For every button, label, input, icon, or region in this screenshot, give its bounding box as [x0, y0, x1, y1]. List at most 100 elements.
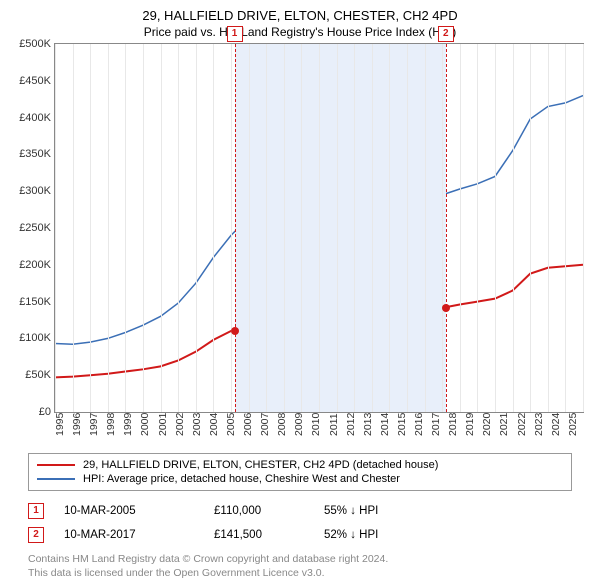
y-tick-label: £0 [39, 406, 51, 418]
x-tick-label: 2009 [293, 413, 310, 445]
grid-v [108, 44, 109, 412]
x-tick-label: 2025 [567, 413, 584, 445]
grid-v [565, 44, 566, 412]
x-tick-label: 2022 [516, 413, 533, 445]
grid-v [231, 44, 232, 412]
chart-wrap: £0£50K£100K£150K£200K£250K£300K£350K£400… [0, 43, 600, 413]
grid-v [319, 44, 320, 412]
grid-v [530, 44, 531, 412]
grid-v [442, 44, 443, 412]
marker-price: £110,000 [214, 505, 304, 517]
x-tick-label: 2004 [208, 413, 225, 445]
marker-date: 10-MAR-2017 [64, 529, 194, 541]
grid-v [495, 44, 496, 412]
grid-v [213, 44, 214, 412]
grid-v [249, 44, 250, 412]
grid-v [55, 44, 56, 412]
marker-pct: 52% ↓ HPI [324, 529, 434, 541]
grid-v [513, 44, 514, 412]
grid-v [143, 44, 144, 412]
marker-dot [231, 327, 239, 335]
legend-label: HPI: Average price, detached house, Ches… [83, 473, 400, 485]
grid-v [372, 44, 373, 412]
x-tick-label: 2017 [430, 413, 447, 445]
grid-v [90, 44, 91, 412]
marker-badge: 2 [438, 26, 454, 42]
x-tick-label: 2011 [328, 413, 345, 445]
marker-num-badge: 2 [28, 527, 44, 543]
x-tick-label: 2007 [259, 413, 276, 445]
grid-v [161, 44, 162, 412]
marker-line [235, 44, 236, 412]
x-tick-label: 2015 [396, 413, 413, 445]
x-tick-label: 2003 [191, 413, 208, 445]
footer: Contains HM Land Registry data © Crown c… [28, 553, 572, 580]
grid-v [284, 44, 285, 412]
grid-v [301, 44, 302, 412]
marker-num-badge: 1 [28, 503, 44, 519]
plot-area: £0£50K£100K£150K£200K£250K£300K£350K£400… [54, 43, 584, 413]
x-tick-label: 2001 [157, 413, 174, 445]
legend-item: HPI: Average price, detached house, Ches… [37, 472, 563, 486]
x-tick-label: 2020 [481, 413, 498, 445]
grid-v [266, 44, 267, 412]
grid-v [337, 44, 338, 412]
grid-v [548, 44, 549, 412]
legend-swatch [37, 478, 75, 480]
page-subtitle: Price paid vs. HM Land Registry's House … [0, 25, 600, 39]
marker-price: £141,500 [214, 529, 304, 541]
marker-table: 1 10-MAR-2005 £110,000 55% ↓ HPI 2 10-MAR-201… [28, 499, 572, 547]
marker-badge: 1 [227, 26, 243, 42]
marker-table-row: 2 10-MAR-2017 £141,500 52% ↓ HPI [28, 523, 572, 547]
legend-swatch [37, 464, 75, 466]
chart-container: 29, HALLFIELD DRIVE, ELTON, CHESTER, CH2… [0, 0, 600, 580]
y-tick-label: £200K [19, 259, 51, 271]
y-tick-label: £250K [19, 222, 51, 234]
x-tick-label: 1997 [88, 413, 105, 445]
page-title: 29, HALLFIELD DRIVE, ELTON, CHESTER, CH2… [0, 8, 600, 23]
grid-v [354, 44, 355, 412]
x-tick-label: 2002 [174, 413, 191, 445]
x-tick-label: 2008 [276, 413, 293, 445]
x-tick-label: 1999 [122, 413, 139, 445]
marker-pct: 55% ↓ HPI [324, 505, 434, 517]
x-tick-label: 2018 [447, 413, 464, 445]
x-tick-label: 2014 [379, 413, 396, 445]
y-tick-label: £150K [19, 296, 51, 308]
x-tick-label: 2024 [550, 413, 567, 445]
y-tick-label: £100K [19, 332, 51, 344]
x-tick-label: 2012 [345, 413, 362, 445]
y-tick-label: £450K [19, 75, 51, 87]
title-area: 29, HALLFIELD DRIVE, ELTON, CHESTER, CH2… [0, 0, 600, 43]
x-tick-label: 2013 [362, 413, 379, 445]
x-tick-label: 2000 [139, 413, 156, 445]
grid-v [389, 44, 390, 412]
y-tick-label: £300K [19, 185, 51, 197]
x-tick-label: 2023 [533, 413, 550, 445]
legend: 29, HALLFIELD DRIVE, ELTON, CHESTER, CH2… [28, 453, 572, 491]
grid-v [178, 44, 179, 412]
y-tick-label: £350K [19, 148, 51, 160]
marker-date: 10-MAR-2005 [64, 505, 194, 517]
x-tick-label: 2021 [498, 413, 515, 445]
marker-dot [442, 304, 450, 312]
x-tick-label: 1995 [54, 413, 71, 445]
marker-table-row: 1 10-MAR-2005 £110,000 55% ↓ HPI [28, 499, 572, 523]
x-tick-label: 1998 [105, 413, 122, 445]
grid-v [460, 44, 461, 412]
x-tick-label: 2006 [242, 413, 259, 445]
x-tick-label: 2016 [413, 413, 430, 445]
grid-v [407, 44, 408, 412]
legend-label: 29, HALLFIELD DRIVE, ELTON, CHESTER, CH2… [83, 459, 438, 471]
marker-line [446, 44, 447, 412]
grid-v [196, 44, 197, 412]
y-tick-label: £50K [25, 369, 51, 381]
x-tick-label: 2010 [310, 413, 327, 445]
footer-line2: This data is licensed under the Open Gov… [28, 567, 572, 581]
x-tick-label: 2019 [464, 413, 481, 445]
x-tick-label: 2005 [225, 413, 242, 445]
grid-v [73, 44, 74, 412]
grid-v [477, 44, 478, 412]
grid-v [425, 44, 426, 412]
x-axis-labels: 1995199619971998199920002001200220032004… [0, 413, 600, 445]
